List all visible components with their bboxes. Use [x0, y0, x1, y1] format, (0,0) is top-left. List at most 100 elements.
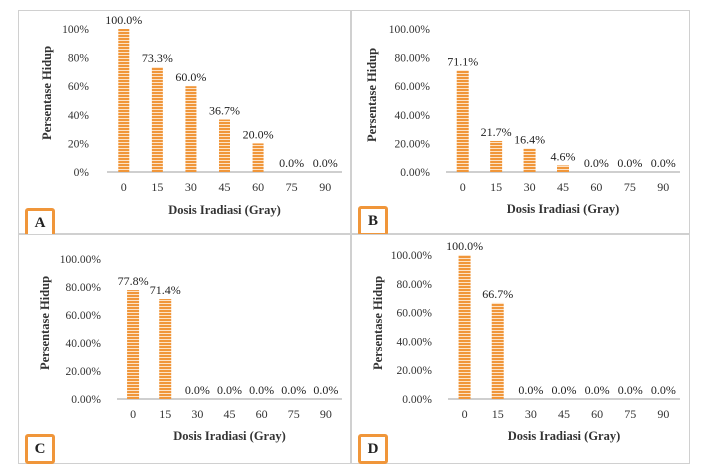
- xtick-label: 15: [492, 407, 504, 421]
- data-label: 0.0%: [217, 383, 242, 397]
- ytick-label: 20%: [68, 138, 90, 150]
- x-axis-title: Dosis Iradiasi (Gray): [173, 429, 286, 443]
- data-label: 0.0%: [185, 383, 210, 397]
- xtick-label: 15: [151, 180, 163, 194]
- data-label: 60.0%: [175, 70, 206, 84]
- ytick-label: 60%: [68, 81, 90, 93]
- xtick-label: 75: [624, 407, 636, 421]
- ytick-label: 20.00%: [66, 366, 102, 378]
- ytick-label: 0%: [74, 167, 90, 179]
- panel-badge-a: A: [25, 208, 55, 238]
- xtick-label: 75: [286, 180, 298, 194]
- chart-svg-c: 0.00% 20.00% 40.00% 60.00% 80.00% 100.00% 77.8…: [38, 254, 342, 443]
- xtick-label: 90: [657, 180, 669, 194]
- data-label: 36.7%: [209, 104, 240, 118]
- ytick-label: 60.00%: [395, 81, 431, 93]
- xtick-label: 90: [319, 180, 331, 194]
- bar: [118, 29, 130, 172]
- y-axis-title: Persentase Hidup: [365, 48, 379, 142]
- xtick-label: 45: [219, 180, 231, 194]
- x-axis-title: Dosis Iradiasi (Gray): [508, 429, 621, 443]
- ytick-label: 40%: [68, 110, 90, 122]
- data-label: 71.1%: [447, 54, 478, 68]
- x-axis-title: Dosis Iradiasi (Gray): [507, 202, 620, 216]
- ytick-label: 20.00%: [397, 365, 433, 377]
- data-label: 100.0%: [446, 239, 483, 253]
- chart-panel-d: 0.00% 20.00% 40.00% 60.00% 80.00% 100.00% 100.…: [351, 234, 690, 464]
- ytick-label: 40.00%: [397, 336, 433, 348]
- xtick-label: 75: [624, 180, 636, 194]
- bar: [252, 143, 264, 172]
- data-label: 0.0%: [518, 383, 543, 397]
- y-axis-title: Persentase Hidup: [40, 46, 54, 140]
- bar: [151, 67, 163, 172]
- ytick-label: 0.00%: [402, 394, 432, 406]
- xtick-label: 30: [185, 180, 197, 194]
- ytick-label: 100.00%: [60, 254, 102, 266]
- ytick-label: 80.00%: [397, 279, 433, 291]
- data-label: 21.7%: [481, 125, 512, 139]
- chart-svg-b: 0.00% 20.00% 40.00% 60.00% 80.00% 100.00% 71.1…: [365, 24, 680, 216]
- xtick-label: 60: [590, 180, 602, 194]
- chart-panel-c: 0.00% 20.00% 40.00% 60.00% 80.00% 100.00% 77.8…: [18, 234, 351, 464]
- xtick-label: 15: [159, 407, 171, 421]
- y-axis-title: Persentase Hidup: [38, 276, 52, 370]
- y-axis-title: Persentase Hidup: [371, 276, 385, 370]
- ytick-label: 100.00%: [389, 24, 431, 36]
- bar: [523, 148, 536, 172]
- data-label: 77.8%: [118, 274, 149, 288]
- ytick-label: 80.00%: [395, 53, 431, 65]
- xtick-label: 30: [525, 407, 537, 421]
- ytick-label: 40.00%: [395, 110, 431, 122]
- xtick-label: 45: [224, 407, 236, 421]
- data-label: 20.0%: [243, 127, 274, 141]
- panel-badge-b: B: [358, 206, 388, 236]
- data-label: 0.0%: [584, 156, 609, 170]
- ytick-label: 60.00%: [397, 308, 433, 320]
- ytick-label: 100%: [62, 24, 89, 36]
- xtick-label: 30: [191, 407, 203, 421]
- bar: [458, 255, 471, 399]
- chart-svg-d: 0.00% 20.00% 40.00% 60.00% 80.00% 100.00% 100.…: [371, 239, 680, 443]
- data-label: 4.6%: [551, 149, 576, 163]
- xtick-label: 60: [252, 180, 264, 194]
- xtick-label: 45: [557, 180, 569, 194]
- data-label: 0.0%: [313, 383, 338, 397]
- bar: [159, 299, 172, 399]
- xtick-label: 30: [524, 180, 536, 194]
- ytick-label: 0.00%: [71, 394, 101, 406]
- xtick-label: 90: [657, 407, 669, 421]
- xtick-label: 0: [130, 407, 136, 421]
- chart-panel-b: 0.00% 20.00% 40.00% 60.00% 80.00% 100.00% 71.1…: [351, 10, 690, 236]
- data-label: 0.0%: [313, 156, 338, 170]
- panel-badge-d: D: [358, 434, 388, 464]
- data-label: 0.0%: [279, 156, 304, 170]
- chart-panel-a: 0% 20% 40% 60% 80% 100% 100.0% 0 73.3% 15 60.0% 30 3…: [18, 10, 351, 238]
- xtick-label: 60: [591, 407, 603, 421]
- xtick-label: 0: [462, 407, 468, 421]
- bar: [127, 290, 140, 399]
- data-label: 0.0%: [281, 383, 306, 397]
- data-label: 66.7%: [482, 287, 513, 301]
- bar: [185, 86, 197, 172]
- ytick-label: 80%: [68, 53, 90, 65]
- bar: [557, 165, 569, 172]
- xtick-label: 75: [288, 407, 300, 421]
- data-label: 0.0%: [552, 383, 577, 397]
- panel-badge-c: C: [25, 434, 55, 464]
- xtick-label: 0: [121, 180, 127, 194]
- ytick-label: 80.00%: [66, 282, 102, 294]
- data-label: 0.0%: [585, 383, 610, 397]
- bar: [219, 119, 230, 172]
- xtick-label: 45: [558, 407, 570, 421]
- bar: [491, 302, 504, 399]
- ytick-label: 100.00%: [391, 250, 433, 262]
- data-label: 0.0%: [617, 156, 642, 170]
- ytick-label: 40.00%: [66, 338, 102, 350]
- bar: [456, 70, 469, 172]
- bar: [490, 140, 503, 172]
- data-label: 100.0%: [105, 13, 142, 27]
- xtick-label: 15: [490, 180, 502, 194]
- xtick-label: 90: [320, 407, 332, 421]
- x-axis-title: Dosis Iradiasi (Gray): [168, 203, 281, 217]
